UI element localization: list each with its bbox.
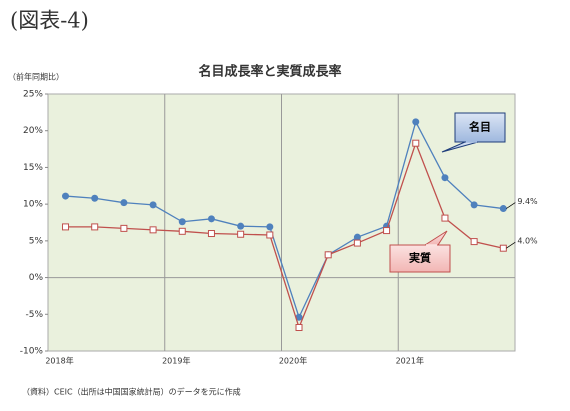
value-label: 9.4% (517, 197, 538, 206)
data-point (499, 244, 507, 252)
data-point (470, 201, 478, 209)
data-point (412, 139, 420, 147)
y-tick-label: 15% (23, 163, 43, 173)
data-point (383, 227, 391, 235)
data-point (266, 223, 274, 231)
legend-label: 実質 (409, 251, 431, 265)
legend-label: 名目 (469, 120, 491, 134)
source-note: （資料）CEIC（出所は中国国家統計局）のデータを元に作成 (22, 387, 241, 397)
data-point (295, 324, 303, 332)
data-point (237, 230, 245, 238)
data-point (207, 215, 215, 223)
legend-callout (454, 112, 506, 143)
data-point (178, 218, 186, 226)
data-point (295, 313, 303, 321)
chart-title: 名目成長率と実質成長率 (198, 64, 341, 80)
data-point (266, 231, 274, 239)
data-point (120, 224, 128, 232)
legend-callout (389, 244, 451, 273)
header: (図表-4) (10, 9, 89, 33)
data-point (120, 199, 128, 207)
data-point (178, 227, 186, 235)
data-point (149, 201, 157, 209)
data-point (237, 222, 245, 230)
y-tick-label: 5% (29, 236, 44, 246)
y-tick-label: -5% (25, 310, 43, 320)
data-point (62, 223, 70, 231)
data-point (499, 205, 507, 213)
y-tick-label: 20% (23, 126, 43, 136)
data-point (149, 226, 157, 234)
series-line (65, 120, 504, 319)
value-label: 4.0% (517, 237, 538, 246)
data-point (324, 251, 332, 259)
y-tick-label: 25% (23, 90, 43, 100)
data-point (91, 194, 99, 202)
x-tick-label: 2021年 (396, 356, 424, 366)
label-leader (506, 241, 516, 249)
x-tick-label: 2018年 (45, 356, 73, 366)
y-tick-label: 10% (23, 200, 43, 210)
data-point (91, 223, 99, 231)
y-tick-label: 0% (29, 273, 44, 283)
series-line (65, 141, 504, 330)
data-point (62, 192, 70, 200)
data-point (470, 238, 478, 246)
data-point (441, 214, 449, 222)
data-point (441, 174, 449, 182)
y-tick-label: -10% (20, 347, 44, 357)
data-point (207, 230, 215, 238)
y-axis-label: （前年同期比） (8, 72, 64, 82)
x-tick-label: 2019年 (162, 356, 190, 366)
data-point (353, 239, 361, 247)
data-point (353, 233, 361, 241)
label-leader (506, 202, 516, 209)
x-tick-label: 2020年 (279, 356, 307, 366)
data-point (412, 118, 420, 126)
